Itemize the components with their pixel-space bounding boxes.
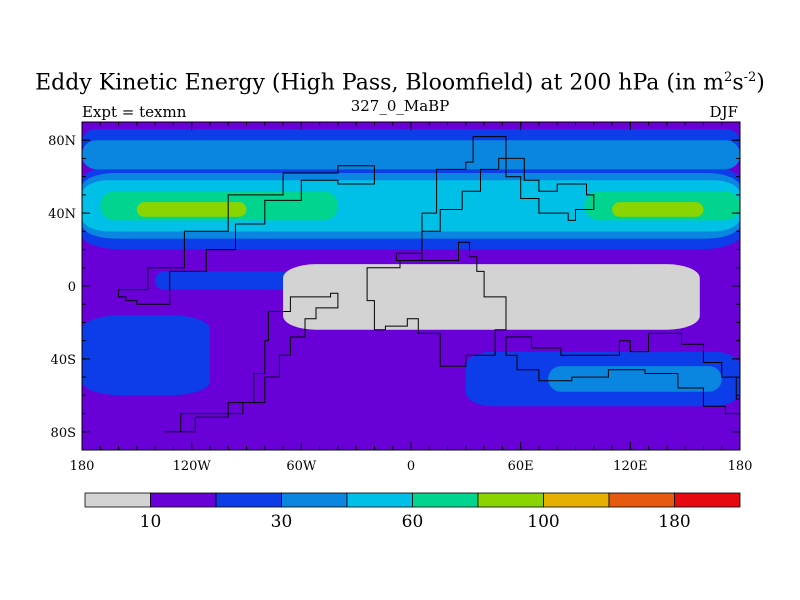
x-tick-label: 180 — [70, 459, 95, 474]
colorbar-swatch-8 — [608, 492, 675, 508]
continent-eurasia — [395, 136, 595, 261]
colorbar-label: 30 — [271, 512, 293, 532]
colorbar-label: 100 — [527, 512, 559, 532]
eke-field — [82, 122, 740, 450]
continent-south-america — [164, 292, 339, 433]
y-tick-label: 40N — [48, 207, 76, 222]
y-tick-label: 40S — [51, 353, 76, 368]
colorbar-swatch-1 — [150, 492, 217, 508]
y-tick-label: 80N — [48, 134, 76, 149]
field-band-10 — [82, 315, 210, 396]
colorbar-swatch-4 — [346, 492, 413, 508]
colorbar-swatch-9 — [674, 492, 741, 508]
field-band-13 — [155, 271, 302, 290]
x-tick-label: 180 — [728, 459, 753, 474]
colorbar-label: 60 — [402, 512, 424, 532]
colorbar-swatch-7 — [543, 492, 610, 508]
colorbar: 10 30 60 100 180 — [84, 492, 741, 532]
x-tick-label: 60W — [286, 459, 317, 474]
colorbar-label: 10 — [140, 512, 162, 532]
colorbar-swatch-3 — [281, 492, 348, 508]
x-tick-label: 0 — [407, 459, 415, 474]
chart-title: Eddy Kinetic Energy (High Pass, Bloomfie… — [35, 70, 765, 96]
field-band-8 — [136, 202, 247, 217]
axes: 180 120W 60W 0 60E 120E 180 80N 40N 0 40S 80S — [48, 122, 752, 474]
continent-outlines — [118, 136, 740, 433]
field-band-9 — [612, 202, 704, 217]
y-tick-label: 80S — [51, 426, 76, 441]
colorbar-label: 180 — [658, 512, 690, 532]
x-tick-label: 120W — [173, 459, 212, 474]
season-label: DJF — [709, 103, 738, 121]
y-tick-label: 0 — [68, 280, 76, 295]
x-tick-label: 60E — [508, 459, 534, 474]
experiment-label: Expt = texmn — [82, 103, 187, 121]
colorbar-swatch-2 — [215, 492, 282, 508]
continent-australia — [505, 332, 740, 415]
x-tick-label: 120E — [613, 459, 647, 474]
chart-subtitle: 327_0_MaBP — [350, 97, 450, 115]
field-band-3 — [82, 140, 740, 170]
continent-north-america — [118, 165, 375, 305]
colorbar-swatch-6 — [477, 492, 544, 508]
colorbar-swatch-5 — [412, 492, 479, 508]
continent-africa — [366, 241, 507, 367]
colorbar-swatch-0 — [84, 492, 151, 508]
